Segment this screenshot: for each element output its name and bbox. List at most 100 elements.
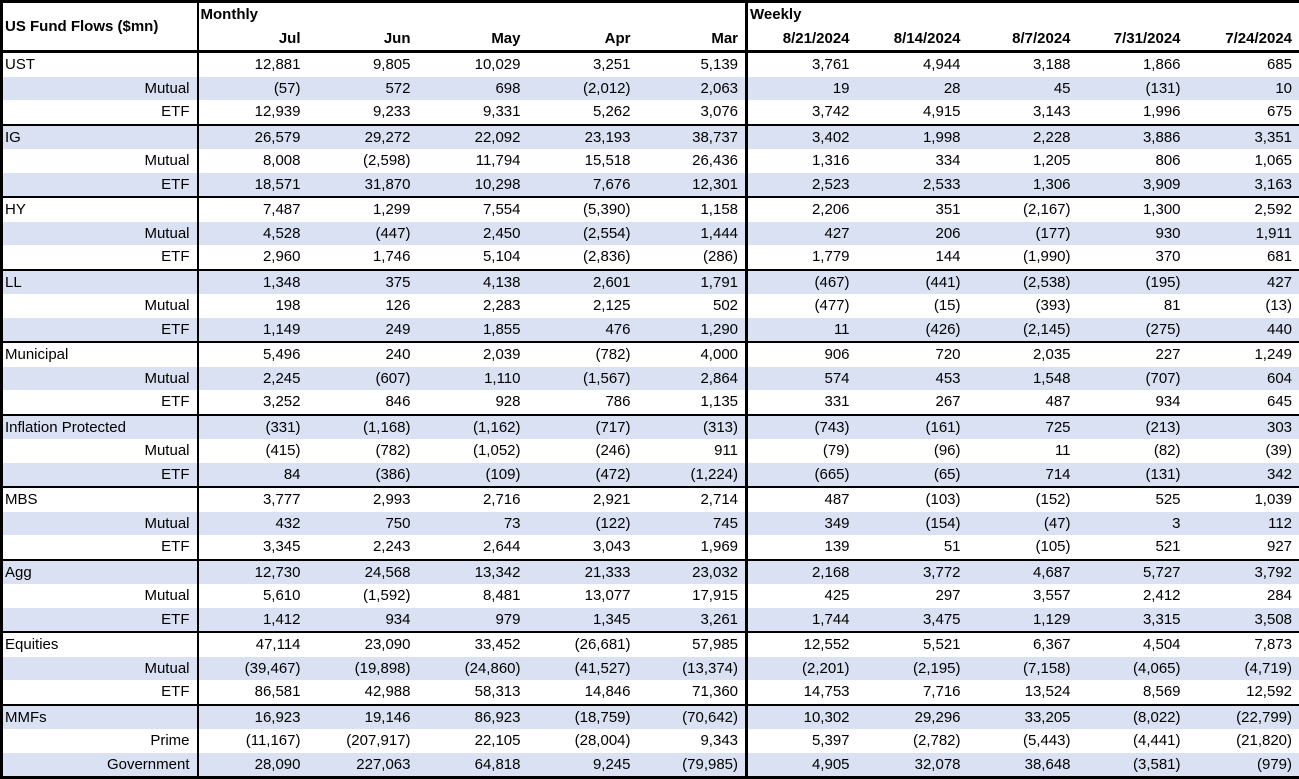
monthly-value-cell: 7,676 <box>528 173 638 198</box>
monthly-value-cell: 476 <box>528 318 638 343</box>
monthly-value-cell: 9,245 <box>528 753 638 778</box>
monthly-value-cell: 64,818 <box>418 753 528 778</box>
monthly-value-cell: 10,298 <box>418 173 528 198</box>
monthly-value-cell: 3,777 <box>198 487 308 512</box>
table-header: US Fund Flows ($mn) Monthly Weekly Jul J… <box>2 2 1299 52</box>
monthly-value-cell: 12,881 <box>198 52 308 77</box>
weekly-value-cell: (79) <box>747 439 857 463</box>
column-header-week-3: 8/7/2024 <box>968 27 1078 52</box>
monthly-value-cell: 375 <box>308 270 418 295</box>
category-label: IG <box>2 125 198 150</box>
weekly-value-cell: 3,475 <box>857 608 968 633</box>
weekly-value-cell: 685 <box>1188 52 1299 77</box>
weekly-value-cell: 349 <box>747 512 857 536</box>
weekly-value-cell: (47) <box>968 512 1078 536</box>
category-row: Inflation Protected(331)(1,168)(1,162)(7… <box>2 415 1299 440</box>
monthly-value-cell: 12,939 <box>198 100 308 125</box>
weekly-value-cell: (4,065) <box>1078 657 1188 681</box>
weekly-value-cell: 28 <box>857 77 968 101</box>
weekly-value-cell: (105) <box>968 535 1078 560</box>
weekly-value-cell: 725 <box>968 415 1078 440</box>
weekly-value-cell: 1,779 <box>747 245 857 270</box>
sub-row-label: Mutual <box>2 294 198 318</box>
weekly-value-cell: 425 <box>747 584 857 608</box>
monthly-value-cell: (28,004) <box>528 729 638 753</box>
sub-row-label: ETF <box>2 245 198 270</box>
monthly-value-cell: 1,299 <box>308 197 418 222</box>
monthly-value-cell: 24,568 <box>308 560 418 585</box>
weekly-value-cell: 10 <box>1188 77 1299 101</box>
weekly-value-cell: (154) <box>857 512 968 536</box>
sub-row-label: Mutual <box>2 149 198 173</box>
monthly-value-cell: 22,092 <box>418 125 528 150</box>
category-label: HY <box>2 197 198 222</box>
weekly-value-cell: (2,782) <box>857 729 968 753</box>
weekly-value-cell: 1,744 <box>747 608 857 633</box>
monthly-value-cell: 31,870 <box>308 173 418 198</box>
weekly-value-cell: 1,996 <box>1078 100 1188 125</box>
weekly-value-cell: 206 <box>857 222 968 246</box>
weekly-value-cell: 1,300 <box>1078 197 1188 222</box>
weekly-value-cell: 1,306 <box>968 173 1078 198</box>
weekly-value-cell: (743) <box>747 415 857 440</box>
monthly-value-cell: 3,043 <box>528 535 638 560</box>
weekly-value-cell: (3,581) <box>1078 753 1188 778</box>
weekly-value-cell: 927 <box>1188 535 1299 560</box>
weekly-value-cell: 32,078 <box>857 753 968 778</box>
sub-row-label: ETF <box>2 390 198 415</box>
weekly-value-cell: 11 <box>968 439 1078 463</box>
monthly-value-cell: 240 <box>308 342 418 367</box>
monthly-value-cell: 9,331 <box>418 100 528 125</box>
monthly-section-header: Monthly <box>198 2 747 27</box>
weekly-value-cell: 227 <box>1078 342 1188 367</box>
weekly-value-cell: 2,412 <box>1078 584 1188 608</box>
column-header-mar: Mar <box>638 27 747 52</box>
weekly-value-cell: 4,504 <box>1078 632 1188 657</box>
weekly-value-cell: (65) <box>857 463 968 488</box>
monthly-value-cell: (472) <box>528 463 638 488</box>
monthly-value-cell: 1,791 <box>638 270 747 295</box>
weekly-value-cell: 604 <box>1188 367 1299 391</box>
monthly-value-cell: (207,917) <box>308 729 418 753</box>
weekly-value-cell: 2,592 <box>1188 197 1299 222</box>
weekly-value-cell: 4,944 <box>857 52 968 77</box>
monthly-value-cell: 5,610 <box>198 584 308 608</box>
weekly-value-cell: (5,443) <box>968 729 1078 753</box>
monthly-value-cell: 12,301 <box>638 173 747 198</box>
monthly-value-cell: 1,746 <box>308 245 418 270</box>
monthly-value-cell: (26,681) <box>528 632 638 657</box>
sub-row: Mutual(39,467)(19,898)(24,860)(41,527)(1… <box>2 657 1299 681</box>
monthly-value-cell: (109) <box>418 463 528 488</box>
monthly-value-cell: 1,969 <box>638 535 747 560</box>
weekly-value-cell: 3,402 <box>747 125 857 150</box>
weekly-value-cell: 521 <box>1078 535 1188 560</box>
weekly-value-cell: (2,167) <box>968 197 1078 222</box>
monthly-value-cell: (13,374) <box>638 657 747 681</box>
monthly-value-cell: 17,915 <box>638 584 747 608</box>
monthly-value-cell: 2,993 <box>308 487 418 512</box>
weekly-value-cell: 3,742 <box>747 100 857 125</box>
weekly-value-cell: 681 <box>1188 245 1299 270</box>
weekly-value-cell: 3,886 <box>1078 125 1188 150</box>
monthly-value-cell: 22,105 <box>418 729 528 753</box>
monthly-value-cell: 1,110 <box>418 367 528 391</box>
weekly-value-cell: 5,397 <box>747 729 857 753</box>
sub-row-label: Government <box>2 753 198 778</box>
monthly-value-cell: 3,251 <box>528 52 638 77</box>
weekly-value-cell: 3 <box>1078 512 1188 536</box>
weekly-value-cell: 342 <box>1188 463 1299 488</box>
sub-row-label: Mutual <box>2 367 198 391</box>
monthly-value-cell: 4,138 <box>418 270 528 295</box>
weekly-value-cell: 3,163 <box>1188 173 1299 198</box>
sub-row: Prime(11,167)(207,917)22,105(28,004)9,34… <box>2 729 1299 753</box>
monthly-value-cell: 2,245 <box>198 367 308 391</box>
monthly-value-cell: 2,283 <box>418 294 528 318</box>
